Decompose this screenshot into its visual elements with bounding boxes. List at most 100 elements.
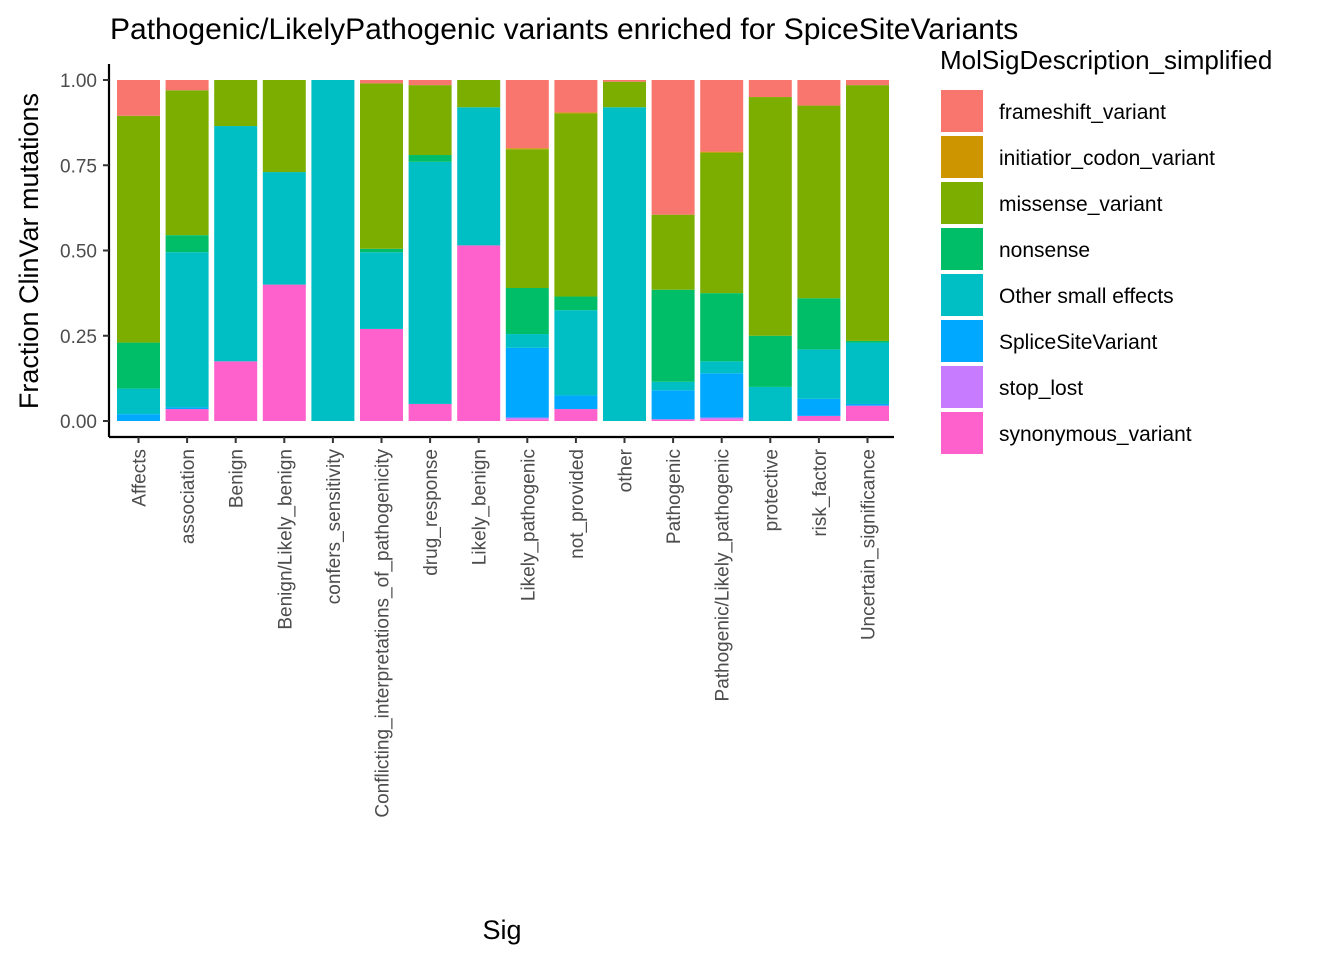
bar-segment-association-frameshift-variant <box>165 80 209 91</box>
bars-group <box>117 80 889 421</box>
x-tick-label-pathogenic: Pathogenic <box>664 449 685 544</box>
bar-segment-conflicting-interpretations-of-pathogenicity-frameshift-variant <box>360 80 403 84</box>
bar-segment-not-provided-missense-variant <box>554 113 598 297</box>
bar-segment-benign-other-small-effects <box>214 126 258 362</box>
legend: MolSigDescription_simplified frameshift_… <box>940 45 1272 454</box>
bar-segment-affects-frameshift-variant <box>117 80 160 116</box>
bar-segment-risk-factor-synonymous-variant <box>797 415 841 421</box>
bar-segment-drug-response-synonymous-variant <box>408 403 452 421</box>
bar-segment-protective-nonsense <box>748 335 792 387</box>
bar-segment-drug-response-frameshift-variant <box>408 80 452 86</box>
bar-segment-benign-synonymous-variant <box>214 361 258 421</box>
legend-label-nonsense: nonsense <box>999 239 1090 262</box>
bar-segment-association-synonymous-variant <box>165 409 209 421</box>
y-tick-label: 0.50 <box>60 242 97 263</box>
bar-segment-pathogenic-likely-pathogenic-splicesitevariant <box>700 373 744 418</box>
legend-label-frameshift-variant: frameshift_variant <box>999 101 1166 124</box>
legend-label-missense-variant: missense_variant <box>999 193 1163 216</box>
legend-swatch-nonsense <box>941 228 983 270</box>
bar-segment-drug-response-nonsense <box>408 155 452 162</box>
bar-segment-association-missense-variant <box>165 90 209 236</box>
bar-segment-uncertain-significance-frameshift-variant <box>846 80 889 86</box>
legend-swatch-synonymous-variant <box>941 412 983 454</box>
x-axis-title: Sig <box>482 915 521 945</box>
bar-segment-pathogenic-synonymous-variant <box>651 419 695 421</box>
bar-segment-pathogenic-likely-pathogenic-nonsense <box>700 293 744 362</box>
bar-segment-pathogenic-frameshift-variant <box>651 80 695 215</box>
bar-segment-not-provided-synonymous-variant <box>554 409 598 421</box>
bar-segment-association-splicesitevariant <box>165 407 209 410</box>
bar-segment-likely-pathogenic-missense-variant <box>505 149 549 289</box>
bar-segment-likely-pathogenic-other-small-effects <box>505 334 549 348</box>
bar-segment-pathogenic-likely-pathogenic-missense-variant <box>700 152 744 294</box>
x-tick-label-benign-likely-benign: Benign/Likely_benign <box>275 449 296 630</box>
x-tick-label-affects: Affects <box>130 449 151 507</box>
bar-segment-affects-splicesitevariant <box>117 414 160 421</box>
bar-segment-likely-pathogenic-initiatior-codon-variant <box>505 148 549 150</box>
bar-segment-benign-likely-benign-synonymous-variant <box>262 284 306 421</box>
bar-segment-likely-pathogenic-frameshift-variant <box>505 80 549 149</box>
legend-title: MolSigDescription_simplified <box>940 45 1272 75</box>
bar-segment-pathogenic-likely-pathogenic-other-small-effects <box>700 361 744 374</box>
bar-segment-not-provided-initiatior-codon-variant <box>554 112 598 114</box>
x-tick-label-likely-pathogenic: Likely_pathogenic <box>518 449 539 601</box>
bar-segment-risk-factor-splicesitevariant <box>797 398 841 416</box>
legend-label-stop-lost: stop_lost <box>999 377 1083 400</box>
bar-segment-pathogenic-likely-pathogenic-stop-lost <box>700 417 744 420</box>
bar-segment-association-other-small-effects <box>165 252 209 408</box>
bar-segment-uncertain-significance-missense-variant <box>846 85 889 341</box>
bar-segment-conflicting-interpretations-of-pathogenicity-synonymous-variant <box>360 328 403 421</box>
bar-segment-uncertain-significance-nonsense <box>846 340 889 343</box>
bar-segment-likely-benign-other-small-effects <box>457 107 501 246</box>
bar-segment-not-provided-other-small-effects <box>554 310 598 396</box>
bar-segment-likely-pathogenic-splicesitevariant <box>505 347 549 418</box>
legend-label-synonymous-variant: synonymous_variant <box>999 423 1192 446</box>
bar-segment-pathogenic-nonsense <box>651 289 695 382</box>
bar-segment-other-frameshift-variant <box>603 80 646 82</box>
legend-label-initiatior-codon-variant: initiatior_codon_variant <box>999 147 1215 170</box>
bar-segment-pathogenic-other-small-effects <box>651 381 695 391</box>
x-tick-label-confers-sensitivity: confers_sensitivity <box>324 449 345 605</box>
bar-segment-protective-other-small-effects <box>748 386 792 421</box>
legend-swatch-missense-variant <box>941 182 983 224</box>
y-tick-label: 0.75 <box>60 156 97 177</box>
y-tick-label: 0.00 <box>60 412 97 433</box>
x-tick-label-likely-benign: Likely_benign <box>470 449 491 565</box>
bar-segment-pathogenic-splicesitevariant <box>651 390 695 420</box>
bar-segment-drug-response-other-small-effects <box>408 161 452 404</box>
legend-label-other-small-effects: Other small effects <box>999 285 1174 308</box>
bar-segment-protective-frameshift-variant <box>748 80 792 98</box>
bar-segment-affects-missense-variant <box>117 115 160 343</box>
bar-segment-drug-response-missense-variant <box>408 85 452 156</box>
x-tick-label-pathogenic-likely-pathogenic: Pathogenic/Likely_pathogenic <box>713 449 734 701</box>
bar-segment-affects-nonsense <box>117 342 160 389</box>
bar-segment-uncertain-significance-synonymous-variant <box>846 405 889 421</box>
bar-segment-risk-factor-frameshift-variant <box>797 80 841 106</box>
x-tick-label-protective: protective <box>761 449 782 531</box>
bar-segment-confers-sensitivity-other-small-effects <box>311 80 355 421</box>
y-axis-title: Fraction ClinVar mutations <box>14 93 44 409</box>
bar-segment-uncertain-significance-splicesitevariant <box>846 403 889 406</box>
y-ticks-group: 0.00 0.25 0.50 0.75 1.00 <box>60 71 109 433</box>
bar-segment-risk-factor-missense-variant <box>797 105 841 299</box>
x-tick-label-benign: Benign <box>227 449 248 508</box>
bar-segment-benign-likely-benign-missense-variant <box>262 80 306 173</box>
bar-segment-likely-benign-missense-variant <box>457 80 501 108</box>
x-tick-label-risk-factor: risk_factor <box>810 448 831 536</box>
x-tick-label-conflicting-interpretations-of-pathogenicity: Conflicting_interpretations_of_pathogeni… <box>373 449 394 818</box>
bar-segment-pathogenic-likely-pathogenic-initiatior-codon-variant <box>700 151 744 153</box>
bar-segment-benign-likely-benign-other-small-effects <box>262 172 306 285</box>
legend-swatch-other-small-effects <box>941 274 983 316</box>
chart-title: Pathogenic/LikelyPathogenic variants enr… <box>110 13 1018 46</box>
bar-segment-conflicting-interpretations-of-pathogenicity-nonsense <box>360 248 403 253</box>
bar-segment-likely-benign-synonymous-variant <box>457 245 501 421</box>
bar-segment-conflicting-interpretations-of-pathogenicity-missense-variant <box>360 83 403 249</box>
bar-segment-pathogenic-likely-pathogenic-synonymous-variant <box>700 419 744 421</box>
bar-segment-risk-factor-other-small-effects <box>797 349 841 399</box>
bar-segment-uncertain-significance-other-small-effects <box>846 342 889 404</box>
bar-segment-likely-pathogenic-nonsense <box>505 288 549 335</box>
x-tick-label-uncertain-significance: Uncertain_significance <box>859 449 880 640</box>
bar-segment-conflicting-interpretations-of-pathogenicity-other-small-effects <box>360 252 403 329</box>
y-tick-label: 0.25 <box>60 327 97 348</box>
